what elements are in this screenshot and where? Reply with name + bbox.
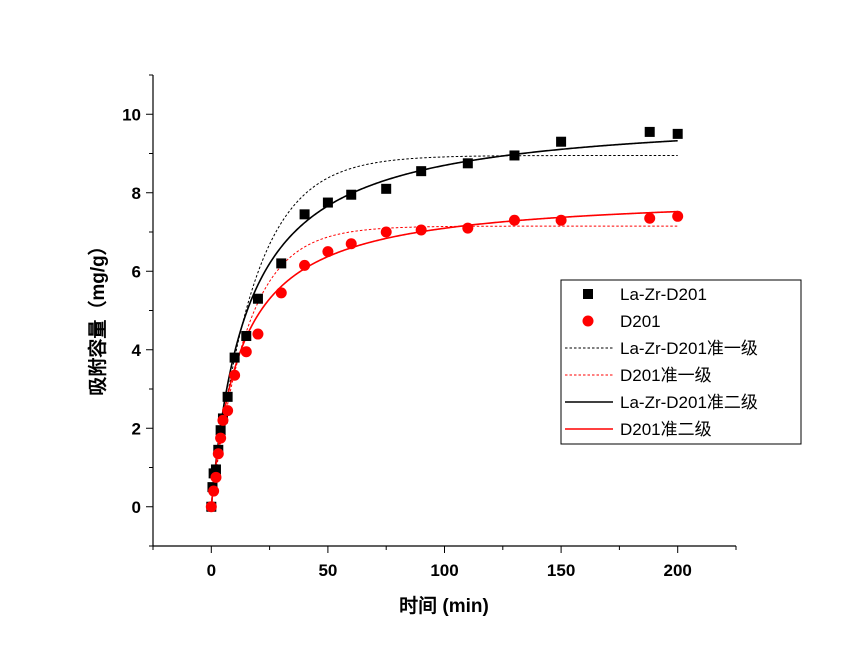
data-point-square — [252, 293, 263, 304]
data-points — [205, 126, 684, 513]
data-point-square — [644, 126, 655, 137]
x-tick-label: 150 — [547, 561, 575, 580]
data-point-square — [215, 425, 226, 436]
data-point-circle — [210, 471, 222, 483]
data-point-circle — [555, 214, 567, 226]
data-point-square — [416, 166, 427, 177]
data-point-circle — [299, 259, 311, 271]
legend-label: La-Zr-D201 — [620, 285, 707, 304]
data-point-square — [381, 183, 392, 194]
legend-marker-circle — [582, 315, 594, 327]
legend: La-Zr-D201 D201 La-Zr-D201准一级 D201准一级 La-Zr-… — [560, 279, 802, 445]
data-point-circle — [208, 485, 220, 497]
data-point-circle — [229, 369, 241, 381]
data-point-circle — [322, 246, 334, 258]
y-tick-label: 6 — [132, 262, 141, 281]
data-point-square — [241, 331, 252, 342]
data-point-circle — [222, 405, 234, 417]
data-point-circle — [462, 222, 474, 234]
legend-marker-square — [583, 289, 593, 299]
data-point-square — [229, 352, 240, 363]
data-point-circle — [205, 501, 217, 513]
data-point-circle — [217, 414, 229, 426]
legend-label: La-Zr-D201准一级 — [620, 339, 758, 358]
data-point-circle — [345, 238, 357, 250]
pso-fit-line — [210, 210, 678, 507]
data-point-circle — [240, 346, 252, 358]
x-tick-label: 0 — [207, 561, 216, 580]
y-tick-label: 10 — [122, 105, 141, 124]
legend-label: D201准一级 — [620, 366, 712, 385]
data-point-circle — [275, 287, 287, 299]
data-point-circle — [508, 214, 520, 226]
data-point-square — [346, 189, 357, 200]
y-tick-label: 8 — [132, 184, 141, 203]
x-axis-title: 时间 (min) — [399, 595, 489, 617]
data-point-circle — [215, 432, 227, 444]
y-tick-label: 4 — [132, 341, 142, 360]
pfo-fit-line — [210, 154, 678, 507]
data-point-circle — [252, 328, 264, 340]
legend-label: La-Zr-D201准二级 — [620, 393, 758, 412]
legend-label: D201 — [620, 312, 661, 331]
fit-curves — [210, 139, 678, 507]
data-point-square — [299, 209, 310, 220]
data-point-square — [210, 464, 221, 475]
legend-label: D201准二级 — [620, 420, 712, 439]
data-point-square — [556, 136, 567, 147]
y-tick-label: 2 — [132, 419, 141, 438]
data-point-square — [462, 158, 473, 169]
y-tick-label: 0 — [132, 498, 141, 517]
x-tick-label: 200 — [664, 561, 692, 580]
y-axis-title: 吸附容量（mg/g） — [86, 236, 109, 395]
pfo-fit-line — [210, 225, 678, 507]
x-tick-label: 50 — [318, 561, 337, 580]
legend-box — [560, 279, 802, 445]
data-point-square — [276, 258, 287, 269]
data-point-square — [322, 197, 333, 208]
data-point-circle — [644, 212, 656, 224]
pso-fit-line — [210, 139, 678, 507]
data-point-square — [222, 391, 233, 402]
data-point-square — [509, 150, 520, 161]
legend-items: La-Zr-D201 D201 La-Zr-D201准一级 D201准一级 La-Zr-… — [565, 285, 758, 439]
data-point-circle — [672, 210, 684, 222]
axes: 0 50 100 150 200 0 2 4 6 8 10 — [122, 74, 737, 580]
data-point-circle — [415, 224, 427, 236]
data-point-circle — [212, 448, 224, 460]
data-point-circle — [380, 226, 392, 238]
data-point-square — [672, 128, 683, 139]
x-tick-label: 100 — [430, 561, 458, 580]
